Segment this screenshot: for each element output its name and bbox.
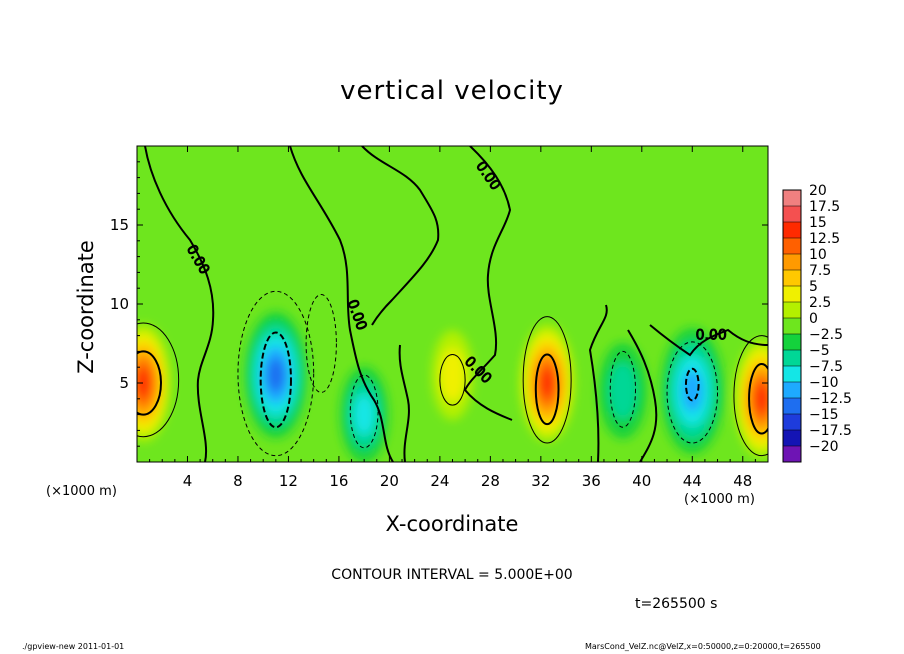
zero-contour-4	[463, 146, 513, 421]
x-tick-label: 32	[531, 472, 550, 490]
colorbar-cell	[783, 382, 801, 399]
colorbar-label: 15	[809, 215, 827, 231]
colorbar-label: −7.5	[809, 359, 843, 375]
contour-5-9	[666, 341, 719, 444]
zero-contour-3	[361, 146, 440, 326]
colorbar-label: 7.5	[809, 263, 831, 279]
x-unit-label-left: (×1000 m)	[46, 484, 117, 499]
y-tick-label: 15	[110, 216, 129, 234]
field-blob-7-4	[681, 369, 703, 412]
colorbar-cell	[783, 318, 801, 335]
colorbar-label: −12.5	[809, 391, 852, 407]
contour-5-4	[439, 354, 466, 406]
contour-5-2	[522, 316, 572, 444]
zero-contour-7	[627, 329, 658, 462]
colorbar-cell	[783, 366, 801, 383]
colorbar: 2017.51512.5107.552.50−2.5−5−7.5−10−12.5…	[782, 183, 852, 463]
colorbar-cell	[783, 446, 801, 463]
contour-label-5: 0.00	[696, 328, 727, 344]
x-tick-label: 8	[233, 472, 243, 490]
zero-contour-8	[649, 324, 768, 357]
colorbar-label: −10	[809, 375, 839, 391]
colorbar-cell	[783, 254, 801, 271]
colorbar-cell	[783, 398, 801, 415]
colorbar-label: 10	[809, 247, 827, 263]
colorbar-cell	[783, 206, 801, 223]
contour-10-4	[259, 331, 292, 429]
field-blob-6-2	[608, 362, 638, 420]
colorbar-cell	[783, 302, 801, 319]
x-tick-label: 28	[481, 472, 500, 490]
chart-title: vertical velocity	[340, 76, 564, 106]
field-blob-2-5	[267, 357, 285, 393]
zero-contour-5	[398, 344, 410, 462]
y-tick-label: 5	[119, 374, 129, 392]
contour-5-1	[137, 322, 180, 438]
colorbar-label: 5	[809, 279, 818, 295]
field-blob-5-6	[540, 369, 554, 397]
y-tick-label: 10	[110, 295, 129, 313]
x-tick-label: 16	[329, 472, 348, 490]
zero-contour-2	[289, 146, 394, 462]
x-tick-label: 44	[683, 472, 702, 490]
contour-10-1	[137, 350, 162, 416]
colorbar-label: −17.5	[809, 423, 852, 439]
x-tick-label: 40	[632, 472, 651, 490]
footer-data-source: MarsCond_VelZ.nc@VelZ,x=0:50000,z=0:2000…	[585, 642, 821, 651]
colorbar-label: 0	[809, 311, 818, 327]
colorbar-label: −2.5	[809, 327, 843, 343]
zero-contour-6	[588, 304, 608, 462]
colorbar-cell	[783, 414, 801, 431]
plot-area: 0.000.000.000.000.00	[137, 146, 768, 462]
contour-10-5	[684, 367, 700, 402]
field-blob-4-2	[440, 348, 465, 402]
contour-5-6	[305, 294, 337, 393]
footer-program-info: ./gpview-new 2011-01-01	[22, 642, 125, 651]
colorbar-cell	[783, 286, 801, 303]
colorbar-cell	[783, 430, 801, 447]
field-blob-8-6	[755, 385, 768, 413]
time-label: t=265500 s	[635, 596, 718, 612]
x-unit-label-right: (×1000 m)	[684, 492, 755, 507]
x-tick-label: 12	[279, 472, 298, 490]
contour-10-2	[534, 353, 560, 426]
zero-contour-1	[144, 146, 215, 462]
colorbar-cell	[783, 222, 801, 239]
colorbar-cell	[783, 334, 801, 351]
colorbar-label: −15	[809, 407, 839, 423]
x-tick-label: 4	[183, 472, 193, 490]
field-shading	[137, 312, 768, 462]
contour-5-7	[349, 374, 379, 449]
contour-interval-label: CONTOUR INTERVAL = 5.000E+00	[331, 567, 573, 583]
contour-5-5	[237, 290, 315, 457]
colorbar-cell	[783, 350, 801, 367]
contour-5-3	[733, 335, 768, 457]
contour-10-3	[748, 363, 768, 435]
colorbar-cell	[783, 238, 801, 255]
colorbar-cell	[783, 190, 801, 207]
colorbar-label: 20	[809, 183, 827, 199]
colorbar-label: 12.5	[809, 231, 840, 247]
x-tick-label: 36	[582, 472, 601, 490]
x-axis-label: X-coordinate	[385, 512, 519, 536]
contour-5-8	[609, 350, 636, 428]
y-axis-label: Z-coordinate	[74, 240, 98, 374]
colorbar-label: −5	[809, 343, 830, 359]
colorbar-cell	[783, 270, 801, 287]
field-blob-1-6	[137, 369, 150, 397]
x-tick-label: 20	[380, 472, 399, 490]
colorbar-label: −20	[809, 439, 839, 455]
field-blob-3-3	[353, 394, 375, 436]
x-tick-label: 48	[733, 472, 752, 490]
x-tick-label: 24	[430, 472, 449, 490]
colorbar-label: 17.5	[809, 199, 840, 215]
colorbar-label: 2.5	[809, 295, 831, 311]
